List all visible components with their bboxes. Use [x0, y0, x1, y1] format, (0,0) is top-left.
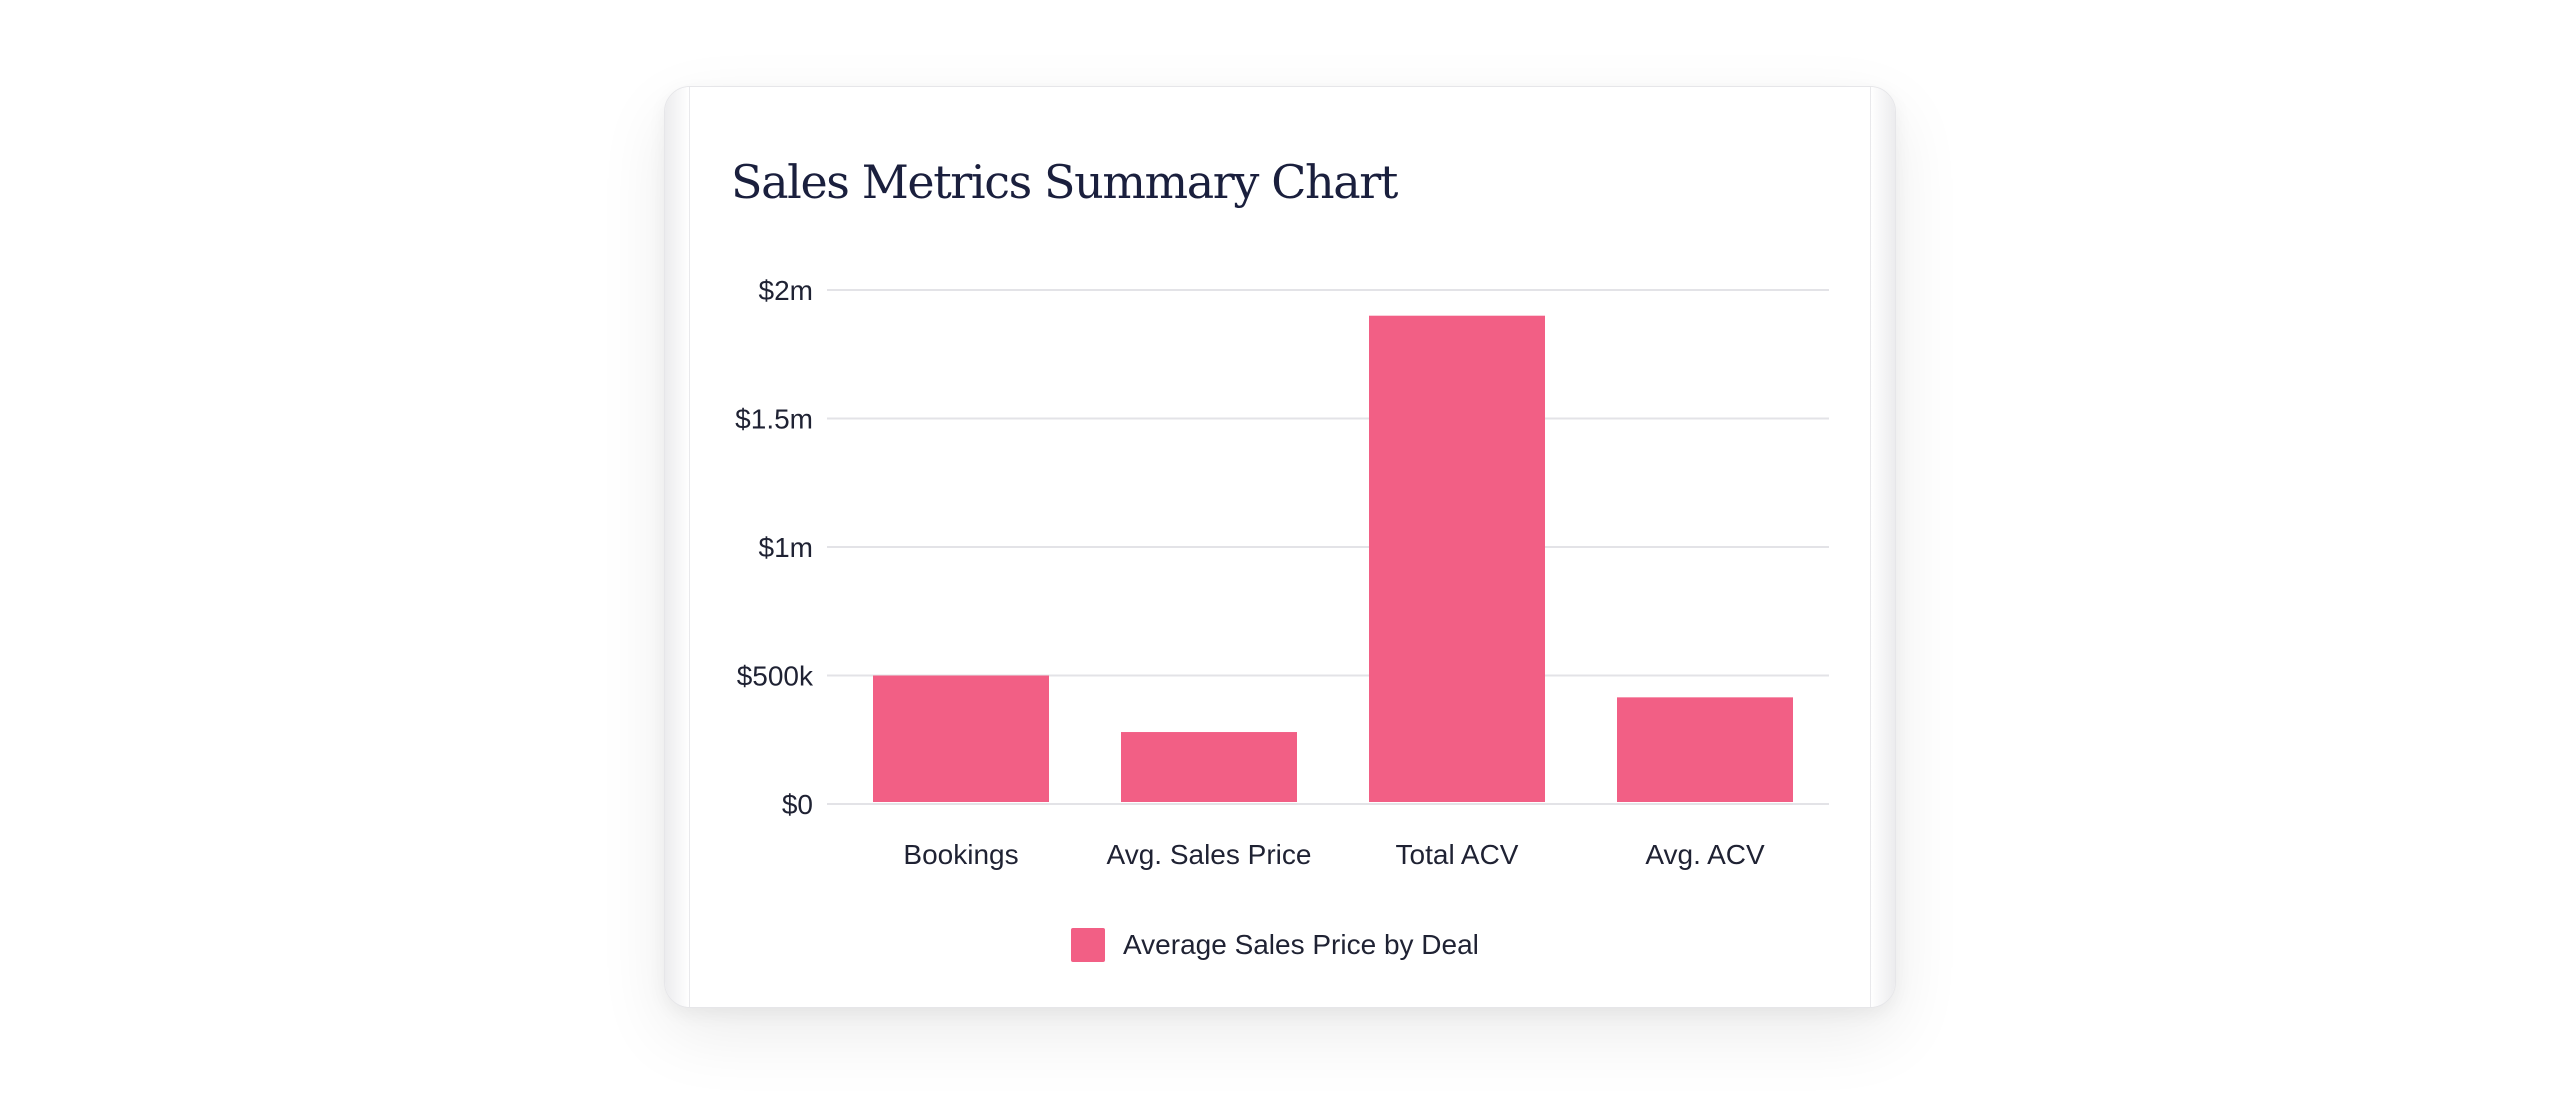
legend: Average Sales Price by Deal [1071, 928, 1479, 962]
chart-card: Sales Metrics Summary Chart $0 $500k $1m $1… [664, 86, 1896, 1008]
y-tick-label: $0 [782, 789, 813, 820]
x-tick-label: Bookings [903, 839, 1018, 870]
x-tick-label: Avg. ACV [1645, 839, 1765, 870]
y-tick-label: $1m [759, 532, 813, 563]
legend-label: Average Sales Price by Deal [1123, 929, 1479, 960]
x-axis-ticks: Bookings Avg. Sales Price Total ACV Avg. AC… [903, 839, 1765, 870]
bars [873, 315, 1793, 803]
legend-swatch [1071, 928, 1105, 962]
x-tick-label: Avg. Sales Price [1107, 839, 1312, 870]
bar[interactable] [1617, 697, 1793, 802]
y-axis-ticks: $0 $500k $1m $1.5m $2m [735, 275, 814, 820]
y-tick-label: $500k [737, 661, 814, 692]
bar[interactable] [1369, 315, 1545, 802]
bar-chart: $0 $500k $1m $1.5m $2m Bookings Avg. Sales Pr… [735, 275, 1829, 870]
x-tick-label: Total ACV [1396, 839, 1519, 870]
chart-title: Sales Metrics Summary Chart [731, 155, 1398, 209]
y-tick-label: $1.5m [735, 404, 813, 435]
bar[interactable] [1121, 732, 1297, 802]
bar[interactable] [873, 675, 1049, 803]
y-tick-label: $2m [759, 275, 813, 306]
